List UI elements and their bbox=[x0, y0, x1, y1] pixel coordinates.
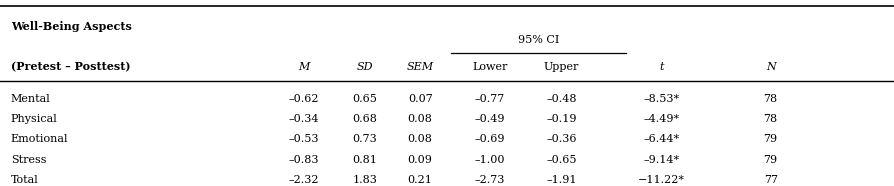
Text: 0.07: 0.07 bbox=[408, 94, 433, 104]
Text: –1.00: –1.00 bbox=[475, 155, 505, 165]
Text: 78: 78 bbox=[763, 114, 778, 124]
Text: 79: 79 bbox=[763, 134, 778, 145]
Text: –6.44*: –6.44* bbox=[644, 134, 679, 145]
Text: –0.69: –0.69 bbox=[475, 134, 505, 145]
Text: Emotional: Emotional bbox=[11, 134, 68, 145]
Text: –0.83: –0.83 bbox=[289, 155, 319, 165]
Text: –0.49: –0.49 bbox=[475, 114, 505, 124]
Text: 0.09: 0.09 bbox=[408, 155, 433, 165]
Text: Total: Total bbox=[11, 175, 38, 185]
Text: N: N bbox=[766, 62, 775, 72]
Text: M: M bbox=[299, 62, 309, 72]
Text: –0.48: –0.48 bbox=[546, 94, 577, 104]
Text: 78: 78 bbox=[763, 94, 778, 104]
Text: (Pretest – Posttest): (Pretest – Posttest) bbox=[11, 61, 131, 73]
Text: 0.21: 0.21 bbox=[408, 175, 433, 185]
Text: Lower: Lower bbox=[472, 62, 508, 72]
Text: –1.91: –1.91 bbox=[546, 175, 577, 185]
Text: –0.19: –0.19 bbox=[546, 114, 577, 124]
Text: 0.08: 0.08 bbox=[408, 134, 433, 145]
Text: 79: 79 bbox=[763, 155, 778, 165]
Text: Stress: Stress bbox=[11, 155, 46, 165]
Text: 0.08: 0.08 bbox=[408, 114, 433, 124]
Text: SD: SD bbox=[357, 62, 373, 72]
Text: –4.49*: –4.49* bbox=[644, 114, 679, 124]
Text: –0.36: –0.36 bbox=[546, 134, 577, 145]
Text: –8.53*: –8.53* bbox=[644, 94, 679, 104]
Text: 0.68: 0.68 bbox=[352, 114, 377, 124]
Text: Well-Being Aspects: Well-Being Aspects bbox=[11, 21, 131, 33]
Text: Physical: Physical bbox=[11, 114, 57, 124]
Text: −11.22*: −11.22* bbox=[638, 175, 685, 185]
Text: Upper: Upper bbox=[544, 62, 579, 72]
Text: 1.83: 1.83 bbox=[352, 175, 377, 185]
Text: 95% CI: 95% CI bbox=[518, 35, 560, 45]
Text: –2.73: –2.73 bbox=[475, 175, 505, 185]
Text: –9.14*: –9.14* bbox=[644, 155, 679, 165]
Text: –0.77: –0.77 bbox=[475, 94, 505, 104]
Text: 77: 77 bbox=[763, 175, 778, 185]
Text: 0.73: 0.73 bbox=[352, 134, 377, 145]
Text: SEM: SEM bbox=[407, 62, 434, 72]
Text: –0.65: –0.65 bbox=[546, 155, 577, 165]
Text: –0.53: –0.53 bbox=[289, 134, 319, 145]
Text: 0.65: 0.65 bbox=[352, 94, 377, 104]
Text: Mental: Mental bbox=[11, 94, 50, 104]
Text: 0.81: 0.81 bbox=[352, 155, 377, 165]
Text: –0.34: –0.34 bbox=[289, 114, 319, 124]
Text: –2.32: –2.32 bbox=[289, 175, 319, 185]
Text: t: t bbox=[659, 62, 664, 72]
Text: –0.62: –0.62 bbox=[289, 94, 319, 104]
